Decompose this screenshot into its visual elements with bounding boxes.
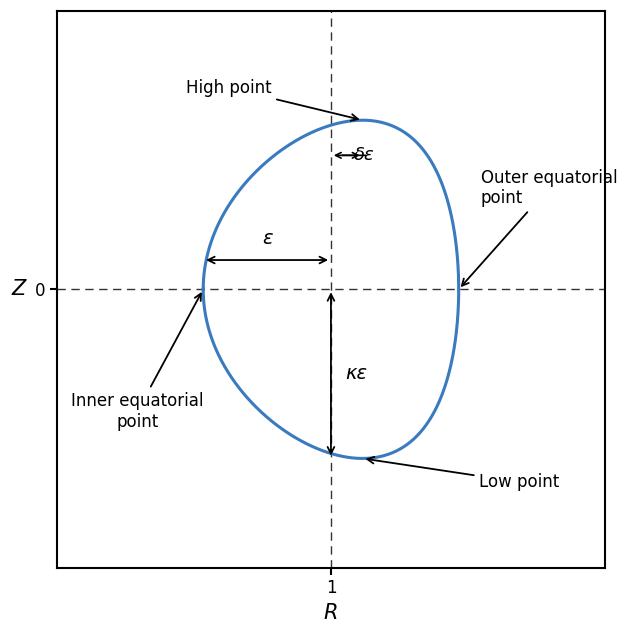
- Text: Outer equatorial
point: Outer equatorial point: [462, 169, 617, 286]
- Text: Low point: Low point: [367, 457, 559, 491]
- Text: δε: δε: [354, 146, 375, 164]
- Text: High point: High point: [186, 79, 358, 120]
- Y-axis label: Z: Z: [11, 280, 26, 299]
- X-axis label: R: R: [324, 603, 338, 623]
- Text: Inner equatorial
point: Inner equatorial point: [71, 294, 204, 430]
- Text: ε: ε: [262, 230, 273, 249]
- Text: κε: κε: [346, 365, 367, 384]
